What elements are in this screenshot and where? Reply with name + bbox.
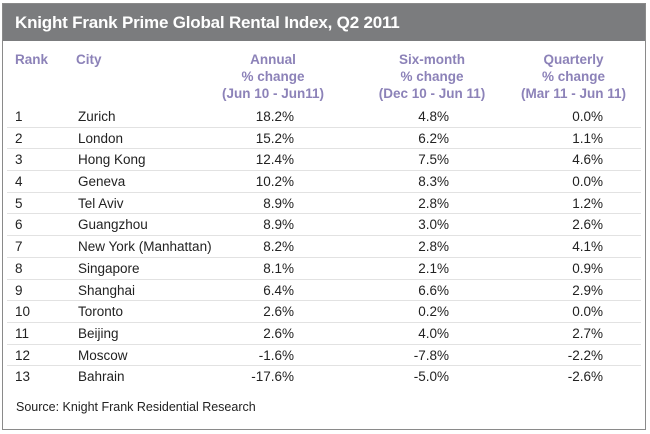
rank-cell: 7 [15,239,23,255]
quarterly-cell: 0.0% [572,174,603,190]
quarterly-cell: 2.6% [572,217,603,233]
table-row: 2 London 15.2% 6.2% 1.1% [7,128,641,150]
table-row: 3 Hong Kong 12.4% 7.5% 4.6% [7,149,641,172]
annual-cell: 2.6% [263,325,294,341]
rank-cell: 10 [15,304,31,320]
annual-cell: -1.6% [258,347,294,363]
header-six-month-sub2: (Dec 10 - Jun 11) [378,86,486,101]
quarterly-cell: 0.0% [572,304,603,320]
quarterly-cell: 2.9% [572,282,603,298]
annual-cell: 8.1% [263,260,294,276]
annual-cell: 8.9% [263,217,294,233]
annual-cell: 8.2% [263,239,294,255]
six-month-cell: -7.8% [413,347,449,363]
quarterly-cell: 0.0% [572,109,603,124]
rank-cell: 4 [15,174,23,190]
rank-cell: 9 [15,282,23,298]
table-row: 10 Toronto 2.6% 0.2% 0.0% [7,301,641,323]
header-six-month-label: Six-month [399,52,465,67]
rank-cell: 3 [15,152,23,168]
six-month-cell: 3.0% [418,217,449,233]
city-cell: Moscow [78,347,128,363]
annual-cell: 15.2% [255,130,294,146]
city-cell: Shanghai [78,282,136,298]
header-quarterly-label: Quarterly [543,52,604,67]
header-six-month-sub1: % change [400,69,464,84]
source-note: Source: Knight Frank Residential Researc… [16,400,256,414]
table-row: 9 Shanghai 6.4% 6.6% 2.9% [7,280,641,302]
table-row: 12 Moscow -1.6% -7.8% -2.2% [7,345,641,367]
city-cell: Toronto [78,304,124,320]
rank-cell: 5 [15,195,23,211]
city-cell: Tel Aviv [78,195,124,211]
rank-cell: 12 [15,347,31,363]
table-title: Knight Frank Prime Global Rental Index, … [3,4,645,41]
quarterly-cell: 0.9% [572,260,603,276]
annual-cell: 10.2% [255,174,294,190]
six-month-cell: 7.5% [418,152,449,168]
header-quarterly: Quarterly % change (Mar 11 - Jun 11) [506,51,641,102]
header-annual-sub2: (Jun 10 - Jun11) [221,86,325,101]
six-month-cell: 2.8% [418,239,449,255]
annual-cell: 12.4% [255,152,294,168]
quarterly-cell: 4.6% [572,152,603,168]
city-cell: Guangzhou [78,217,148,233]
rank-cell: 6 [15,217,23,233]
quarterly-cell: -2.2% [567,347,603,363]
city-cell: Beijing [78,325,119,341]
annual-cell: 2.6% [263,304,294,320]
table-row: 8 Singapore 8.1% 2.1% 0.9% [7,258,641,280]
table-row: 6 Guangzhou 8.9% 3.0% 2.6% [7,214,641,237]
six-month-cell: 6.6% [418,282,449,298]
annual-cell: 18.2% [255,109,294,124]
six-month-cell: 2.8% [418,195,449,211]
header-annual-sub1: % change [241,69,305,84]
header-quarterly-sub1: % change [541,69,606,84]
quarterly-cell: 1.1% [572,130,603,146]
rank-cell: 8 [15,260,23,276]
header-six-month: Six-month % change (Dec 10 - Jun 11) [367,51,497,102]
quarterly-cell: 1.2% [572,195,603,211]
table-frame: Knight Frank Prime Global Rental Index, … [2,3,646,430]
six-month-cell: 6.2% [418,130,449,146]
annual-cell: -17.6% [251,369,294,385]
six-month-cell: -5.0% [413,369,449,385]
city-cell: Bahrain [78,369,125,385]
annual-cell: 8.9% [263,195,294,211]
table-row: 11 Beijing 2.6% 4.0% 2.7% [7,323,641,345]
rank-cell: 11 [15,325,30,341]
table-row: 4 Geneva 10.2% 8.3% 0.0% [7,171,641,193]
rank-cell: 1 [15,109,23,124]
table-row: 5 Tel Aviv 8.9% 2.8% 1.2% [7,193,641,215]
header-rank: Rank [15,52,49,67]
city-cell: Geneva [78,174,126,190]
table-body: 1 Zurich 18.2% 4.8% 0.0% 2 London 15.2% 6.2% 1.1%… [7,106,641,388]
city-cell: Singapore [78,260,140,276]
city-cell: Hong Kong [78,152,146,168]
six-month-cell: 2.1% [418,260,449,276]
table-row: 1 Zurich 18.2% 4.8% 0.0% [7,106,641,128]
header-city: City [76,52,102,67]
city-cell: Zurich [78,109,116,124]
six-month-cell: 4.0% [418,325,449,341]
header-annual: Annual % change (Jun 10 - Jun11) [208,51,338,102]
rank-cell: 2 [15,130,23,146]
six-month-cell: 4.8% [418,109,449,124]
annual-cell: 6.4% [263,282,294,298]
table-row: 7 New York (Manhattan) 8.2% 2.8% 4.1% [7,236,641,258]
six-month-cell: 0.2% [418,304,449,320]
quarterly-cell: 2.7% [572,325,603,341]
rank-cell: 13 [15,369,31,385]
table-row: 13 Bahrain -17.6% -5.0% -2.6% [7,366,641,388]
six-month-cell: 8.3% [418,174,449,190]
quarterly-cell: 4.1% [572,239,603,255]
city-cell: New York (Manhattan) [78,239,212,255]
city-cell: London [78,130,124,146]
header-quarterly-sub2: (Mar 11 - Jun 11) [520,86,627,101]
header-annual-label: Annual [250,52,296,67]
quarterly-cell: -2.6% [567,369,603,385]
